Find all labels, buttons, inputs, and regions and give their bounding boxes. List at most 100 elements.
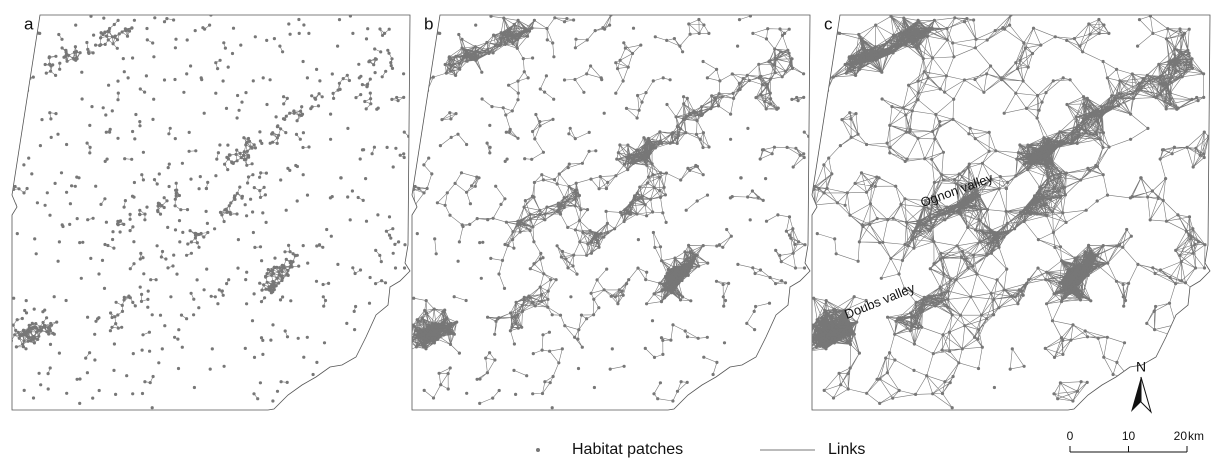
habitat-patch — [780, 33, 785, 37]
habitat-patch — [341, 77, 345, 81]
panel-label: b — [424, 14, 433, 33]
habitat-patch — [272, 37, 276, 41]
habitat-patch — [672, 37, 676, 41]
habitat-patch — [1058, 189, 1062, 193]
habitat-patch — [1160, 83, 1164, 87]
habitat-patch — [1049, 197, 1053, 201]
habitat-patch — [825, 89, 830, 93]
habitat-patch — [910, 109, 914, 113]
habitat-patch — [787, 27, 791, 31]
habitat-patch — [878, 241, 882, 245]
habitat-patch — [527, 294, 531, 298]
habitat-patch — [912, 22, 916, 27]
habitat-patch — [541, 178, 545, 182]
habitat-patch — [283, 250, 287, 254]
habitat-patch — [547, 330, 551, 334]
habitat-patch — [160, 204, 164, 208]
habitat-patch — [1064, 287, 1068, 291]
habitat-patch — [976, 337, 980, 341]
habitat-patch — [989, 177, 993, 181]
habitat-patch — [413, 333, 417, 337]
habitat-patch — [776, 381, 780, 385]
habitat-patch — [912, 368, 916, 372]
habitat-patch — [585, 72, 589, 76]
habitat-patch — [489, 15, 493, 18]
habitat-patch — [938, 257, 942, 261]
habitat-patch — [85, 371, 89, 375]
habitat-patch — [920, 303, 924, 307]
habitat-patch — [602, 235, 606, 239]
legend-dot — [536, 448, 540, 452]
habitat-patch — [1035, 159, 1039, 163]
habitat-patch — [1197, 240, 1201, 244]
habitat-patch — [1184, 320, 1188, 324]
habitat-patch — [582, 90, 586, 94]
habitat-patch — [1165, 84, 1169, 88]
habitat-patch — [110, 315, 114, 320]
habitat-patch — [142, 272, 146, 276]
habitat-patch — [653, 245, 657, 249]
habitat-patch — [778, 253, 782, 257]
habitat-patch — [30, 337, 34, 341]
habitat-patch — [622, 219, 626, 224]
habitat-patch — [168, 126, 172, 130]
habitat-patch — [1052, 186, 1056, 190]
habitat-patch — [764, 219, 769, 223]
habitat-patch — [12, 54, 15, 58]
habitat-patch — [886, 47, 890, 52]
habitat-patch — [904, 220, 908, 224]
habitat-patch — [362, 365, 366, 369]
habitat-patch — [814, 345, 818, 349]
habitat-patch — [330, 72, 334, 76]
habitat-patch — [12, 323, 15, 327]
habitat-patch — [1072, 37, 1076, 41]
habitat-patch — [686, 273, 690, 277]
habitat-patch — [271, 140, 275, 144]
habitat-patch — [389, 61, 393, 65]
habitat-patch — [174, 194, 178, 198]
habitat-patch — [569, 295, 573, 299]
habitat-patch — [1022, 219, 1026, 224]
habitat-patch — [1174, 57, 1178, 61]
habitat-patch — [89, 256, 93, 260]
habitat-patch — [530, 157, 534, 161]
habitat-patch — [905, 157, 909, 161]
habitat-patch — [695, 253, 699, 257]
habitat-patch — [1145, 321, 1149, 325]
habitat-patch — [915, 38, 920, 42]
habitat-patch — [192, 385, 196, 390]
habitat-patch — [745, 73, 749, 77]
habitat-patch — [1130, 195, 1134, 199]
habitat-patch — [38, 31, 42, 35]
habitat-patch — [48, 328, 52, 333]
habitat-patch — [793, 266, 798, 270]
habitat-patch — [286, 273, 290, 277]
habitat-patch — [1021, 293, 1025, 297]
habitat-patch — [865, 142, 869, 147]
habitat-patch — [621, 293, 625, 297]
habitat-patch — [1039, 43, 1043, 47]
habitat-patch — [1036, 266, 1040, 270]
habitat-patch — [435, 330, 439, 334]
habitat-patch — [1129, 112, 1133, 116]
habitat-patch — [538, 124, 542, 128]
habitat-patch — [847, 56, 851, 60]
habitat-patch — [238, 185, 242, 189]
habitat-patch — [64, 48, 68, 52]
habitat-patch — [285, 380, 289, 384]
habitat-patch — [1038, 185, 1042, 189]
habitat-patch — [642, 158, 646, 162]
habitat-patch — [605, 221, 609, 225]
habitat-patch — [165, 199, 169, 203]
habitat-patch — [75, 175, 79, 179]
habitat-patch — [227, 153, 231, 157]
habitat-patch — [812, 296, 816, 300]
habitat-patch — [138, 124, 142, 128]
habitat-patch — [545, 38, 549, 42]
habitat-patch — [146, 289, 150, 293]
habitat-patch — [548, 349, 552, 353]
habitat-patch — [346, 195, 350, 199]
habitat-patch — [1110, 94, 1114, 98]
habitat-patch — [98, 43, 102, 48]
habitat-patch — [438, 31, 442, 35]
